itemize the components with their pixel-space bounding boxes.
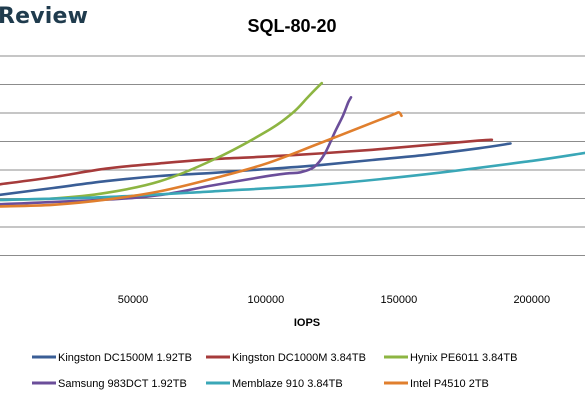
legend-label: Kingston DC1000M 3.84TB <box>232 352 366 364</box>
legend-label: Hynix PE6011 3.84TB <box>410 352 517 364</box>
brand-logo-text: Review <box>0 4 89 29</box>
legend-label: Kingston DC1500M 1.92TB <box>58 352 192 364</box>
series-line-0 <box>0 142 512 197</box>
series-line-1 <box>0 138 494 186</box>
x-axis-label: IOPS <box>294 317 320 329</box>
series-lines <box>0 81 585 208</box>
legend: Kingston DC1500M 1.92TB Kingston DC1000M … <box>32 352 517 390</box>
x-tick-label: 200000 <box>513 294 550 306</box>
legend-label: Memblaze 910 3.84TB <box>232 378 343 390</box>
x-tick-label: 100000 <box>248 294 285 306</box>
legend-label: Samsung 983DCT 1.92TB <box>58 378 187 390</box>
legend-label: Intel P4510 2TB <box>410 378 489 390</box>
x-tick-label: 50000 <box>118 294 149 306</box>
x-axis-ticks: 50000 100000 150000 200000 <box>118 294 550 306</box>
x-tick-label: 150000 <box>381 294 418 306</box>
series-line-4 <box>0 151 585 202</box>
series-line-3 <box>0 96 353 206</box>
chart-title: SQL-80-20 <box>247 16 336 36</box>
series-line-5 <box>0 111 403 208</box>
